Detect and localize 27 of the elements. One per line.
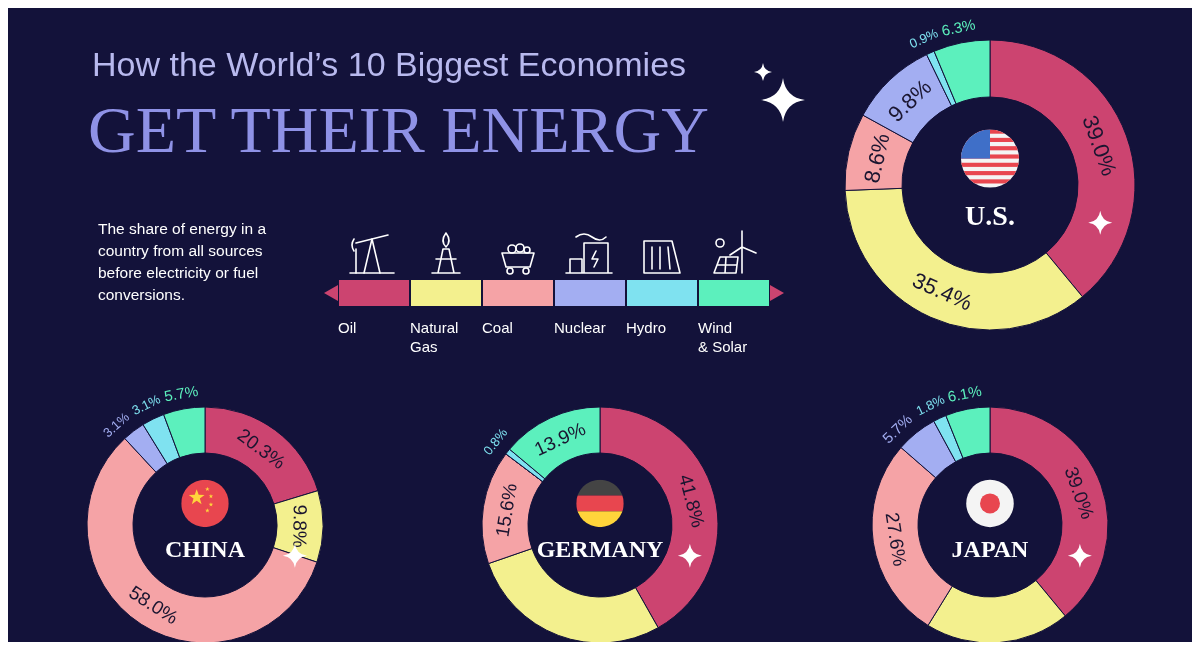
data-label: 0.9%	[907, 25, 941, 52]
legend-label: Wind & Solar	[698, 319, 748, 355]
legend-label: Oil	[338, 319, 357, 336]
data-label: 6.1%	[946, 381, 983, 406]
legend-label: Nuclear	[554, 319, 606, 336]
text: GERMANY	[536, 536, 664, 563]
data-label: 39.0%	[1077, 111, 1122, 180]
legend-label: Hydro	[626, 319, 667, 336]
data-label: 1.8%	[913, 391, 948, 419]
legend-label: Coal	[482, 319, 513, 336]
text: JAPAN	[951, 536, 1030, 563]
data-label: 3.1%	[129, 391, 164, 418]
text: GET THEIR ENERGY	[88, 93, 709, 166]
data-label: 41.8%	[674, 472, 709, 530]
data-label: 15.6%	[491, 481, 521, 539]
data-label: 5.7%	[162, 381, 200, 405]
data-label: 35.4%	[908, 267, 976, 316]
data-label: 9.8%	[289, 504, 311, 549]
data-label: 6.3%	[939, 15, 977, 39]
data-label: 8.6%	[858, 130, 895, 186]
text: The share of energy in a country from all sources before electricity or fuel conversions.	[98, 220, 267, 303]
legend-label: Natural Gas	[410, 319, 459, 355]
data-label: 39.0%	[1060, 463, 1099, 522]
data-label: 27.6%	[881, 511, 911, 568]
text: How the World’s 10 Biggest Economies	[92, 45, 687, 83]
text: U.S.	[965, 199, 1015, 231]
text: CHINA	[164, 536, 246, 563]
